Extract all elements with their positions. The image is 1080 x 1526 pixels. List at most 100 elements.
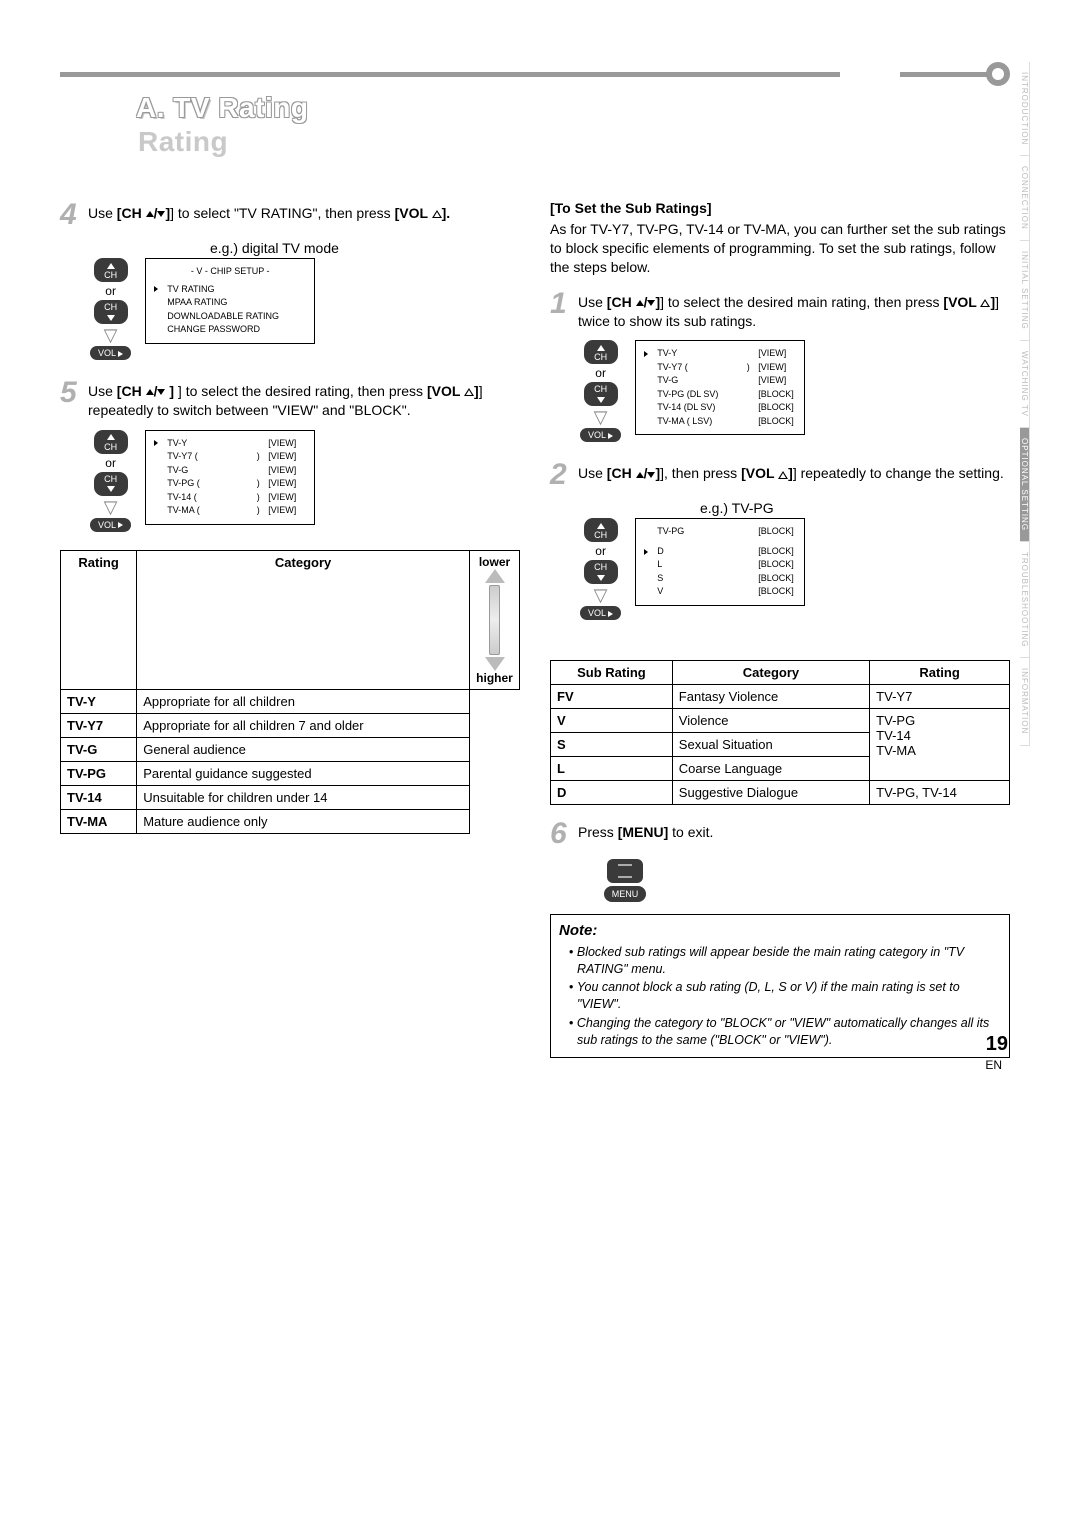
remote-buttons: CH or CH ▽ VOL <box>90 430 131 532</box>
side-tabs: INTRODUCTIONCONNECTIONINITIAL SETTINGWAT… <box>1020 62 1062 746</box>
flow-arrow-icon: ▽ <box>594 408 608 426</box>
table-row: TV-Y7Appropriate for all children 7 and … <box>61 713 520 737</box>
remote-buttons: CH or CH ▽ VOL <box>90 258 131 360</box>
ch-down-button[interactable]: CH <box>94 300 128 324</box>
page: A. TV Rating A. TV Rating INTRODUCTIONCO… <box>0 0 1080 1098</box>
side-tab[interactable]: INTRODUCTION <box>1020 62 1030 156</box>
vol-button[interactable]: VOL <box>90 346 131 360</box>
flow-arrow-icon: ▽ <box>594 586 608 604</box>
table-row: DSuggestive DialogueTV-PG, TV-14 <box>551 781 1010 805</box>
step-text: Use [CH /]], then press [VOL ]] repeated… <box>578 460 1004 490</box>
side-tab[interactable]: OPTIONAL SETTING <box>1020 428 1030 542</box>
osd-item: TV-MA () [VIEW] <box>154 504 306 518</box>
osd-item: TV-Y7 () [VIEW] <box>644 361 796 375</box>
osd-item: CHANGE PASSWORD <box>154 323 306 337</box>
osd-item: L[BLOCK] <box>644 558 796 572</box>
side-tab[interactable]: INFORMATION <box>1020 658 1030 745</box>
sub-ratings-para: As for TV-Y7, TV-PG, TV-14 or TV-MA, you… <box>550 220 1010 277</box>
table-row: VViolenceTV-PG TV-14 TV-MA <box>551 709 1010 733</box>
table-row: FVFantasy ViolenceTV-Y7 <box>551 685 1010 709</box>
osd-item: D[BLOCK] <box>644 545 796 559</box>
ch-up-button[interactable]: CH <box>584 340 618 364</box>
remote-and-osd-1: CH or CH ▽ VOL - V - CHIP SETUP - TV RAT… <box>90 258 520 360</box>
osd-item: TV-PG () [VIEW] <box>154 477 306 491</box>
step-text: Use [CH /]] to select "TV RATING", then … <box>88 200 450 230</box>
ch-down-button[interactable]: CH <box>584 560 618 584</box>
page-number: 19 <box>986 1033 1008 1056</box>
note-title: Note: <box>559 921 1001 941</box>
header-circle-icon <box>986 62 1010 86</box>
remote-buttons: CH or CH ▽ VOL <box>580 518 621 620</box>
remote-and-osd-4: CH or CH ▽ VOL TV-PG[BLOCK] D[BLOCK]L[BL… <box>580 518 1010 620</box>
table-row: TV-MAMature audience only <box>61 809 520 833</box>
osd-item: TV-Y7 () [VIEW] <box>154 450 306 464</box>
osd-title: - V - CHIP SETUP - <box>154 265 306 279</box>
step-text: Use [CH /]] to select the desired main r… <box>578 289 1010 331</box>
osd-item: TV-14 () [VIEW] <box>154 491 306 505</box>
ch-up-button[interactable]: CH <box>584 518 618 542</box>
step-number: 6 <box>550 819 572 849</box>
step-1: 1 Use [CH /]] to select the desired main… <box>550 289 1010 331</box>
osd-screen-4: TV-PG[BLOCK] D[BLOCK]L[BLOCK]S[BLOCK]V[B… <box>635 518 805 606</box>
example-label-tvpg: e.g.) TV-PG <box>700 500 1010 516</box>
side-tab[interactable]: INITIAL SETTING <box>1020 241 1030 341</box>
osd-item: S[BLOCK] <box>644 572 796 586</box>
or-label: or <box>105 456 116 470</box>
osd-item: TV-MA ( LSV)[BLOCK] <box>644 415 796 429</box>
or-label: or <box>595 366 606 380</box>
step-number: 5 <box>60 378 82 420</box>
section-title: A. TV Rating A. TV Rating <box>136 92 308 124</box>
table-header: Rating <box>870 661 1010 685</box>
or-label: or <box>595 544 606 558</box>
menu-button[interactable]: MENU <box>600 859 650 902</box>
osd-item: TV-G[VIEW] <box>644 374 796 388</box>
side-tab[interactable]: TROUBLESHOOTING <box>1020 542 1030 658</box>
side-tab[interactable]: CONNECTION <box>1020 156 1030 241</box>
example-label: e.g.) digital TV mode <box>210 240 520 256</box>
vol-button[interactable]: VOL <box>90 518 131 532</box>
ch-down-button[interactable]: CH <box>584 382 618 406</box>
table-header: Rating <box>61 550 137 689</box>
osd-item: TV-Y[VIEW] <box>644 347 796 361</box>
osd-item: TV-PG (DL SV)[BLOCK] <box>644 388 796 402</box>
remote-and-osd-3: CH or CH ▽ VOL TV-Y[VIEW]TV-Y7 () [VIEW]… <box>580 340 1010 442</box>
osd-item: TV RATING <box>154 283 306 297</box>
osd-item: TV-Y[VIEW] <box>154 437 306 451</box>
note-item: You cannot block a sub rating (D, L, S o… <box>563 979 1001 1013</box>
table-row: TV-14Unsuitable for children under 14 <box>61 785 520 809</box>
table-header: Sub Rating <box>551 661 673 685</box>
table-row: TV-GGeneral audience <box>61 737 520 761</box>
ch-up-button[interactable]: CH <box>94 258 128 282</box>
side-tab[interactable]: WATCHING TV <box>1020 341 1030 428</box>
rating-scale-arrow: lower higher <box>470 550 520 689</box>
step-number: 4 <box>60 200 82 230</box>
vol-button[interactable]: VOL <box>580 428 621 442</box>
step-number: 2 <box>550 460 572 490</box>
ch-down-button[interactable]: CH <box>94 472 128 496</box>
right-column: [To Set the Sub Ratings] As for TV-Y7, T… <box>550 200 1010 1058</box>
flow-arrow-icon: ▽ <box>104 326 118 344</box>
remote-buttons: CH or CH ▽ VOL <box>580 340 621 442</box>
step-4: 4 Use [CH /]] to select "TV RATING", the… <box>60 200 520 230</box>
left-column: 4 Use [CH /]] to select "TV RATING", the… <box>60 200 520 1058</box>
header-rule-right <box>900 72 990 77</box>
osd-screen-2: TV-Y[VIEW]TV-Y7 () [VIEW]TV-G[VIEW]TV-PG… <box>145 430 315 525</box>
osd-item: TV-G[VIEW] <box>154 464 306 478</box>
table-header: Category <box>137 550 470 689</box>
page-language: EN <box>985 1058 1002 1072</box>
vol-button[interactable]: VOL <box>580 606 621 620</box>
content-columns: 4 Use [CH /]] to select "TV RATING", the… <box>60 200 1010 1058</box>
step-5: 5 Use [CH / ] ] to select the desired ra… <box>60 378 520 420</box>
menu-icon <box>607 859 643 883</box>
rating-table: Rating Category lower higher TV-YAppropr… <box>60 550 520 834</box>
osd-item: DOWNLOADABLE RATING <box>154 310 306 324</box>
table-header: Category <box>672 661 869 685</box>
osd-item: TV-14 (DL SV)[BLOCK] <box>644 401 796 415</box>
sub-ratings-title: [To Set the Sub Ratings] <box>550 200 1010 216</box>
ch-up-button[interactable]: CH <box>94 430 128 454</box>
table-row: TV-YAppropriate for all children <box>61 689 520 713</box>
remote-and-osd-2: CH or CH ▽ VOL TV-Y[VIEW]TV-Y7 () [VIEW]… <box>90 430 520 532</box>
osd-item: V[BLOCK] <box>644 585 796 599</box>
sub-rating-table: Sub Rating Category Rating FVFantasy Vio… <box>550 660 1010 805</box>
step-number: 1 <box>550 289 572 331</box>
